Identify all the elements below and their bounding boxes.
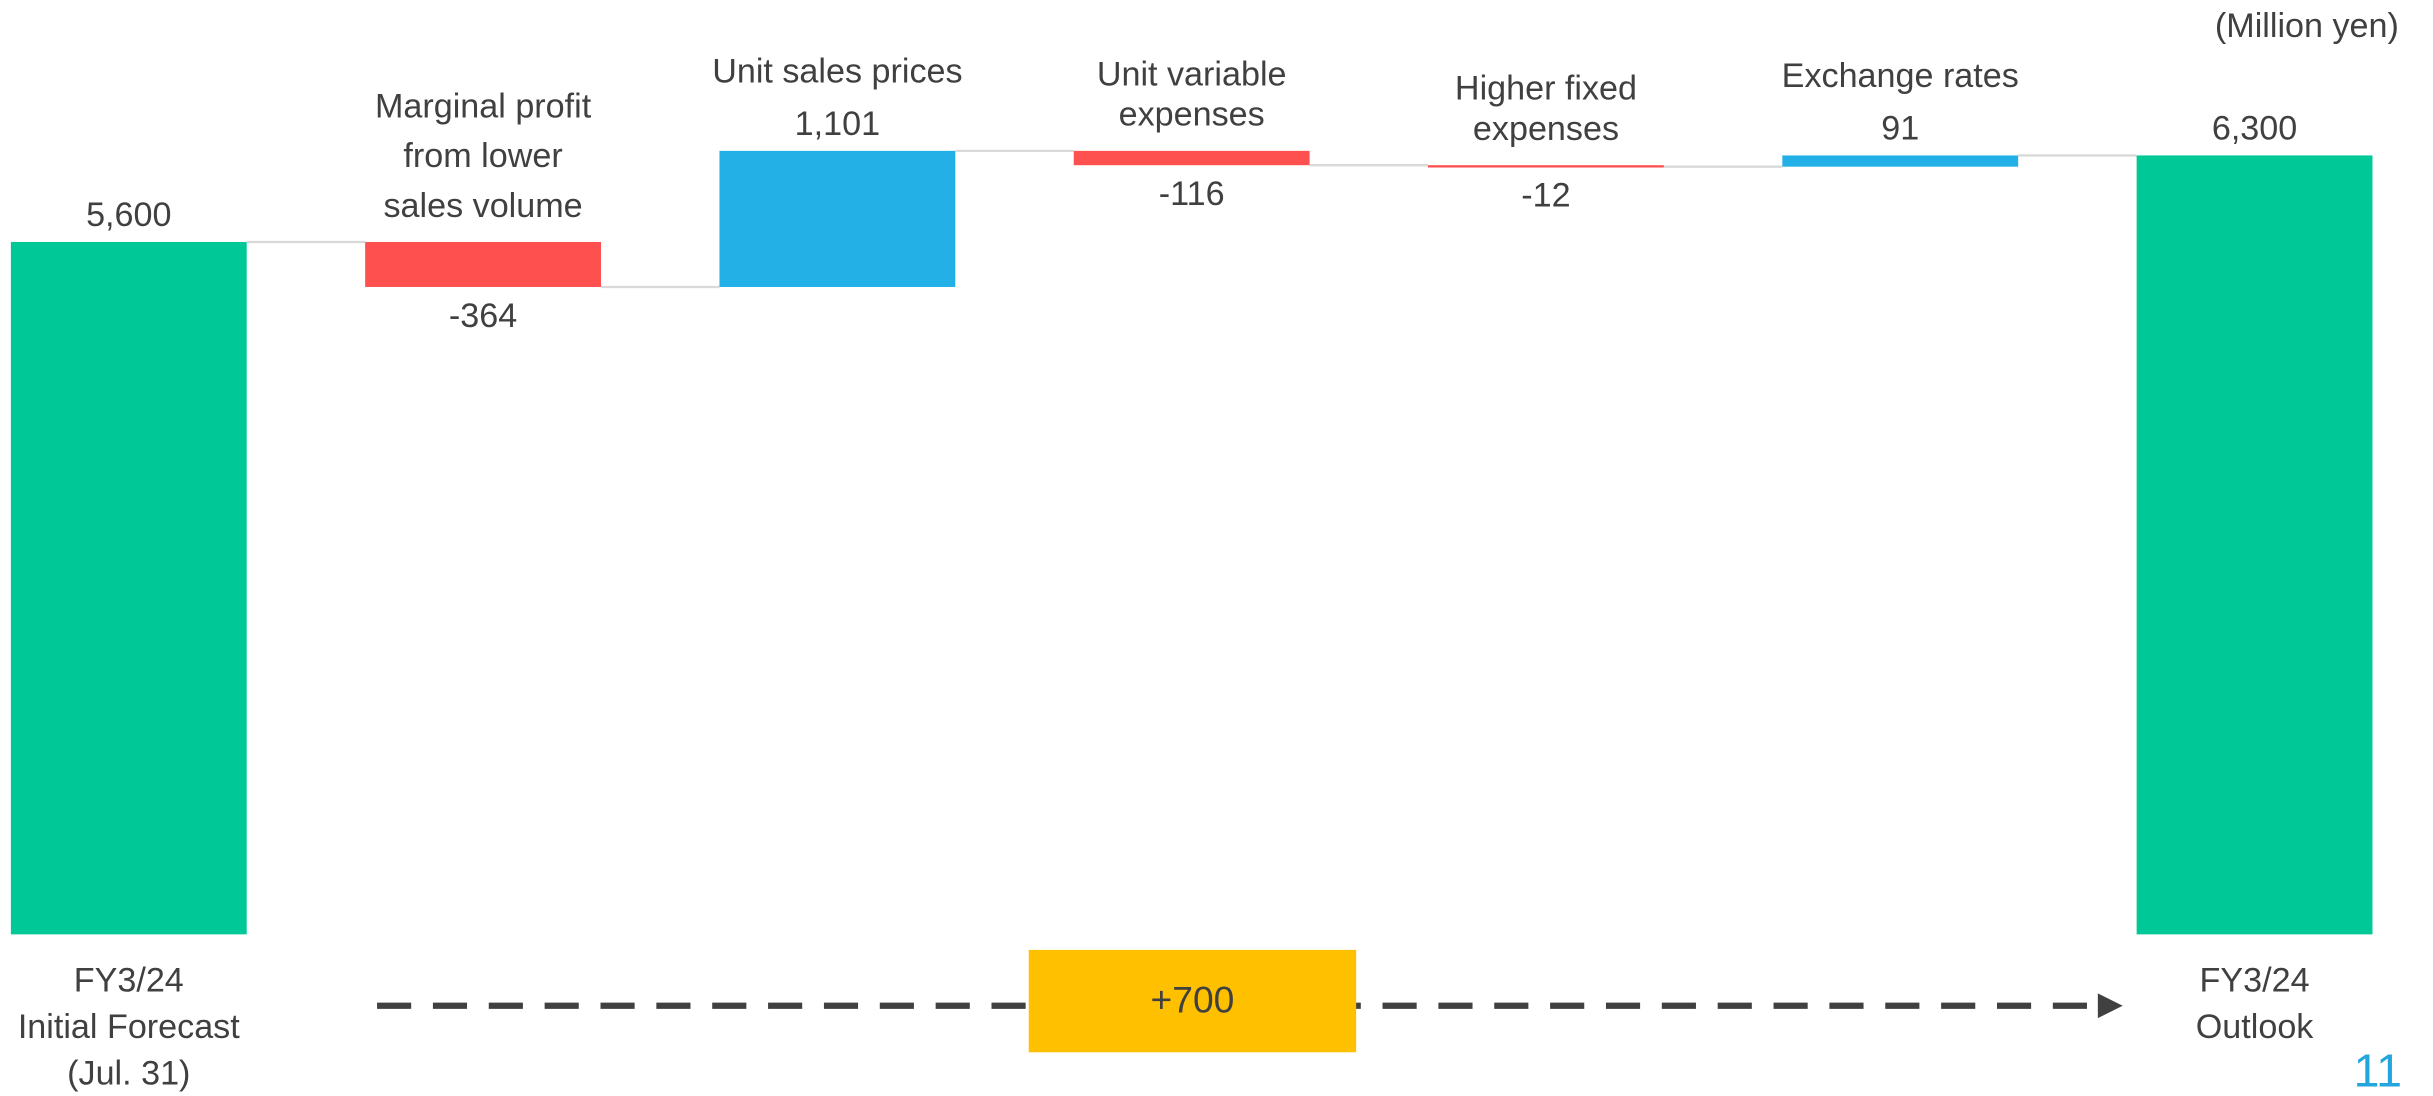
bar: [365, 241, 602, 287]
category-label: Unit variable expenses: [1097, 55, 1287, 133]
unit-label: (Million yen): [2215, 7, 2399, 45]
value-label: -116: [1159, 175, 1225, 213]
category-label: Exchange rates: [1782, 57, 2019, 95]
value-label: -364: [449, 297, 517, 335]
annotation-box: [1028, 949, 1357, 1053]
category-label: FY3/24 Outlook: [2196, 961, 2315, 1046]
bar: [1782, 155, 2019, 167]
category-label: Unit sales prices: [712, 52, 962, 90]
bar: [2136, 155, 2373, 935]
bar: [10, 241, 247, 935]
value-label: 6,300: [2212, 110, 2297, 148]
value-label: 1,101: [795, 105, 880, 143]
category-label: Marginal profit from lower sales volume: [375, 88, 592, 225]
category-label: Higher fixed expenses: [1455, 70, 1637, 148]
value-label: 5,600: [86, 196, 171, 234]
annotation: +700: [1151, 978, 1235, 1020]
value-label: 91: [1881, 110, 1919, 148]
bar: [719, 150, 956, 287]
category-label: FY3/24 Initial Forecast (Jul. 31): [18, 961, 240, 1092]
bar: [1073, 150, 1310, 166]
page-number: 11: [2354, 1044, 2402, 1096]
arrow-head: [2097, 993, 2123, 1019]
value-label: -12: [1521, 177, 1570, 215]
bar: [1428, 165, 1664, 168]
